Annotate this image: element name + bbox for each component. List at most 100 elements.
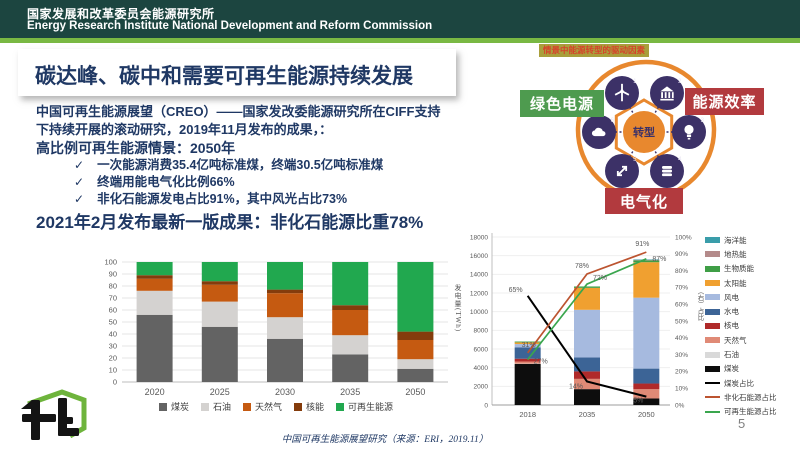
right-chart-legend: 海洋能 地热能 生物质能 太阳能 风电 水电 核电 天然气 石油 煤炭 煤炭占比 非化石能源占比 可再生…: [705, 233, 797, 419]
bar-segment: [514, 361, 541, 364]
legend-item: 核电: [705, 319, 797, 333]
bullet-item: ✓ 非化石能源发电占比91%，其中风光占比73%: [36, 191, 448, 208]
line-point-label: 5%: [633, 398, 643, 405]
highlight-statement: 2021年2月发布最新一版成果：非化石能源比重78%: [36, 213, 424, 232]
diagram-node-institutions-2: 2: [649, 76, 684, 110]
node-number: 6: [610, 118, 614, 124]
legend-label: 天然气: [254, 402, 282, 412]
legend-item: 核能: [294, 400, 324, 413]
legend-swatch: [336, 402, 345, 411]
right-y-tick-label: 10%: [675, 386, 688, 393]
line-point-label: 14%: [569, 383, 583, 390]
legend-label: 煤炭占比: [724, 378, 754, 388]
legend-item: 煤炭占比: [705, 376, 797, 390]
electrification-label: 电气化: [605, 188, 683, 214]
bar-segment: [574, 287, 600, 310]
bar-segment: [267, 338, 303, 382]
legend-swatch: [158, 402, 167, 411]
bar-segment: [633, 383, 660, 390]
legend-item: 风电: [705, 290, 797, 304]
intro-paragraph: 中国可再生能源展望（CREO）——国家发改委能源研究所在CIFF支持下持续开展的…: [36, 104, 441, 137]
eri-logo: [21, 389, 87, 440]
legend-swatch: [705, 294, 720, 301]
check-icon: ✓: [74, 192, 85, 206]
center-circle: [623, 111, 665, 153]
legend-swatch: [705, 382, 720, 385]
right-y-tick-label: 30%: [675, 352, 688, 359]
y-tick-label: 60: [109, 306, 117, 315]
left-chart-legend: 煤炭 石油 天然气 核能 可再生能源: [98, 400, 454, 413]
bar-segment: [267, 289, 303, 294]
legend-label: 可再生能源: [348, 402, 394, 412]
bar-segment: [332, 310, 369, 336]
bar-segment: [136, 278, 173, 291]
left-y-tick-label: 2000: [474, 384, 489, 391]
diagram-node-emissions-6: 6: [582, 115, 616, 149]
energy-efficiency-label: 能源效率: [685, 88, 764, 115]
bullet-text: 一次能源消费35.4亿吨标准煤，终端30.5亿吨标准煤: [97, 158, 384, 172]
bar-segment: [397, 359, 434, 369]
x-tick-label: 2050: [405, 387, 425, 397]
right-chart-left-axis-label: 发电量(TWh): [454, 284, 462, 333]
power-generation-chart-svg: 0 2000 4000 6000 8000 10000 12000 14000 16000 180…: [470, 233, 692, 419]
legend-swatch: [705, 308, 720, 315]
green-power-label: 绿色电源: [520, 90, 604, 117]
diagram-node-economy-4: 4: [649, 154, 684, 188]
node-number: 1: [633, 79, 637, 85]
diagram-node-electrification-5: 5: [604, 154, 639, 188]
legend-swatch: [705, 365, 720, 372]
bar-segment: [201, 284, 238, 302]
x-tick-label: 2020: [145, 387, 165, 397]
right-y-tick-label: 80%: [675, 268, 688, 275]
diagram-caption: 情景中能源转型的驱动因素: [539, 44, 650, 57]
legend-label: 石油: [212, 402, 231, 412]
legend-label: 地热能: [724, 249, 747, 259]
bar-segment: [633, 260, 660, 263]
bar-segment: [574, 309, 600, 358]
bar-segment: [267, 293, 303, 318]
transition-center-label: 转型: [623, 121, 665, 143]
legend-item: 生物质能: [705, 262, 797, 276]
logo-glyph: [21, 398, 79, 440]
legend-swatch: [294, 402, 302, 411]
line-point-label: 91%: [635, 241, 649, 248]
bullet-text: 终端用能电气化比例66%: [97, 175, 235, 189]
title-card: 碳达峰、碳中和需要可再生能源持续发展: [18, 49, 456, 96]
left-y-tick-label: 8000: [474, 328, 489, 335]
diagram-node-efficiency-3: 3: [672, 115, 706, 149]
bar-segment: [397, 262, 434, 332]
node-number: 3: [700, 118, 704, 124]
line-point-label: 27%: [534, 359, 548, 366]
x-tick-label: 2018: [519, 410, 536, 419]
legend-label: 可再生能源占比: [724, 407, 777, 417]
left-y-tick-label: 4000: [474, 365, 489, 372]
bar-segment: [201, 262, 238, 282]
bar-segment: [332, 262, 369, 306]
bar-segment: [514, 358, 541, 362]
node-number: 5: [633, 157, 637, 163]
power-generation-chart: 0 2000 4000 6000 8000 10000 12000 14000 16000 180…: [452, 226, 708, 428]
bar-segment: [201, 301, 238, 327]
legend-swatch: [705, 410, 720, 413]
right-y-tick-label: 90%: [675, 251, 688, 258]
x-tick-label: 2035: [579, 410, 596, 419]
legend-label: 煤炭: [170, 402, 189, 412]
legend-swatch: [705, 322, 720, 329]
bar-segment: [633, 398, 660, 405]
legend-swatch: [200, 402, 209, 411]
y-tick-label: 80: [109, 282, 117, 291]
bar-segment: [397, 331, 434, 340]
legend-item: 煤炭: [705, 362, 797, 376]
bar-segment: [514, 344, 541, 348]
legend-item: 天然气: [705, 333, 797, 347]
org-name-en: Energy Research Institute National Devel…: [27, 20, 433, 32]
right-chart-right-axis-label: （右）占比: [696, 288, 703, 321]
left-y-tick-label: 0: [484, 402, 488, 409]
left-y-tick-label: 18000: [470, 234, 488, 241]
check-icon: ✓: [74, 175, 85, 189]
legend-swatch: [705, 396, 720, 399]
bar-segment: [332, 354, 369, 382]
legend-label: 核能: [306, 402, 325, 412]
x-tick-label: 2025: [210, 387, 230, 397]
